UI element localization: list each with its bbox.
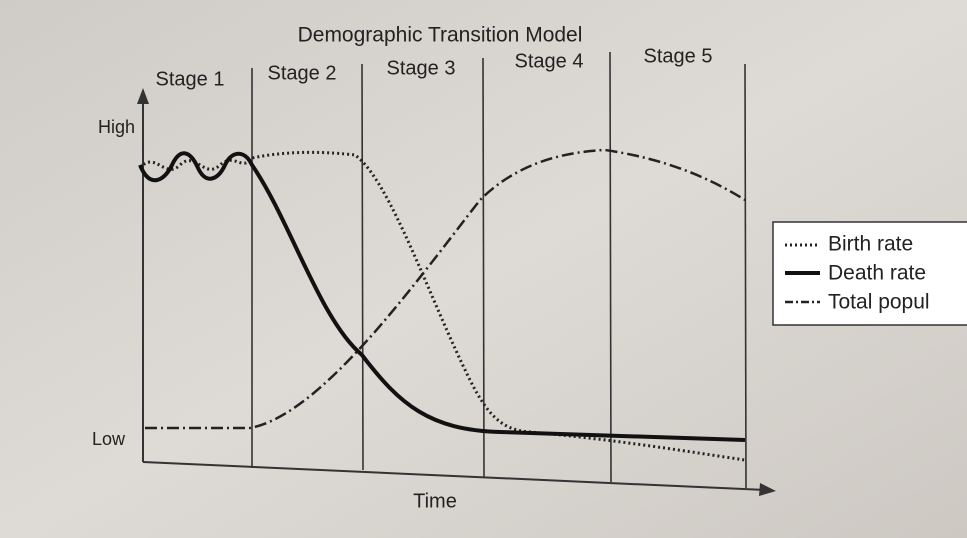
axes xyxy=(137,88,776,496)
title: Demographic Transition Model xyxy=(298,24,583,47)
stage-label: Stage 2 xyxy=(268,62,337,84)
stage-label: Stage 5 xyxy=(644,45,713,67)
legend-entry: Birth rate xyxy=(828,233,913,256)
legend: Birth rate Death rate Total popul xyxy=(772,221,967,326)
stage-dividers xyxy=(251,51,747,489)
x-label: Time xyxy=(413,490,457,512)
total-population-curve xyxy=(145,148,746,430)
stage-label: Stage 3 xyxy=(387,57,456,79)
y-high: High xyxy=(98,117,135,137)
stage-label: Stage 1 xyxy=(156,68,225,90)
y-low: Low xyxy=(92,429,126,449)
legend-entry: Death rate xyxy=(828,262,926,285)
death-rate-curve xyxy=(138,151,746,442)
legend-entry: Total popul xyxy=(828,291,930,314)
stage-label: Stage 4 xyxy=(515,50,584,72)
